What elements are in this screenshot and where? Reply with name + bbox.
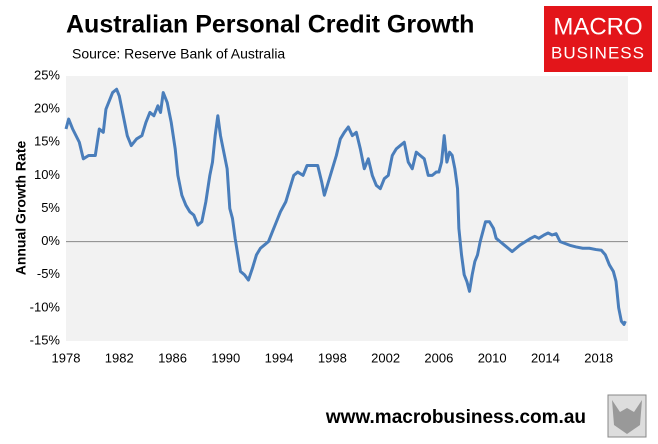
logo-text: MACRO [553,13,642,40]
y-tick-label: 20% [34,101,60,116]
x-tick-label: 1986 [158,350,187,365]
x-tick-label: 2006 [424,350,453,365]
wolf-icon [607,394,647,438]
chart-title: Australian Personal Credit Growth [66,11,474,39]
line-series [64,87,627,326]
x-tick-label: 1998 [318,350,347,365]
x-tick-label: 2010 [478,350,507,365]
x-tick-label: 1990 [211,350,240,365]
y-tick-label: -10% [30,299,61,314]
x-tick-label: 1982 [105,350,134,365]
y-tick-label: 5% [41,200,60,215]
logo-box [544,6,652,72]
y-tick-label: -15% [30,332,61,347]
x-tick-label: 2014 [531,350,560,365]
x-tick-label: 2018 [584,350,613,365]
y-tick-label: -5% [37,266,61,281]
y-tick-label: 15% [34,134,60,149]
footer-url: www.macrobusiness.com.au [325,407,586,428]
y-axis-title: Annual Growth Rate [13,141,29,276]
y-tick-label: 25% [34,67,60,82]
x-tick-label: 1978 [52,350,81,365]
y-tick-label: 10% [34,167,60,182]
logo-text: BUSINESS [551,43,645,62]
x-tick-label: 2002 [371,350,400,365]
x-tick-label: 1994 [265,350,294,365]
y-tick-label: 0% [41,233,60,248]
chart-subtitle: Source: Reserve Bank of Australia [72,46,285,62]
plot-area [66,76,628,341]
